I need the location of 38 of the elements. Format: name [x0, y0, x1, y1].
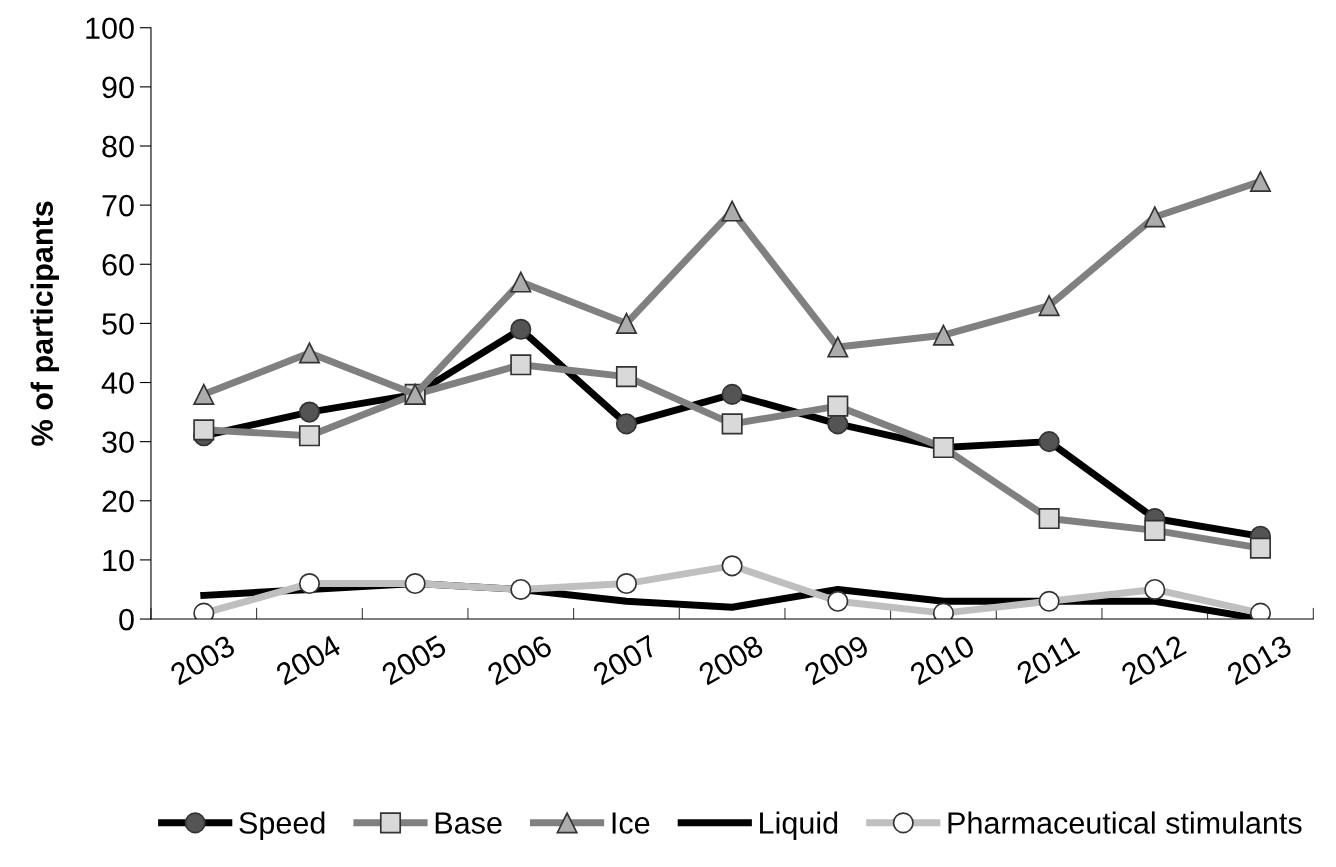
- x-tick-label: 2004: [274, 634, 343, 686]
- legend-label: Base: [435, 812, 502, 834]
- x-tick-label: 2005: [380, 634, 448, 686]
- legend-label: Ice: [612, 812, 650, 834]
- point: [932, 324, 955, 346]
- x-tick-label: 2007: [591, 634, 659, 686]
- y-tick-label: 20: [102, 490, 134, 513]
- x-tick-label: 2009: [802, 634, 871, 686]
- x-tick-label: 2003: [168, 634, 237, 686]
- x-tick-label: 2006: [485, 634, 554, 686]
- legend-label: Liquid: [760, 811, 838, 840]
- point: [615, 312, 638, 334]
- y-tick-label: 30: [102, 431, 134, 454]
- y-tick-label: 70: [102, 194, 134, 217]
- point: [1144, 206, 1166, 228]
- y-tick-label: 60: [102, 254, 134, 276]
- point: [193, 383, 215, 405]
- point: [510, 271, 532, 293]
- point: [1249, 170, 1272, 193]
- y-tick-label: 10: [103, 549, 134, 572]
- y-tick-label: 50: [102, 313, 134, 335]
- y-tick-label: 100: [86, 17, 134, 40]
- point: [827, 336, 849, 358]
- point: [298, 342, 321, 364]
- y-tick-label: 0: [119, 608, 134, 631]
- point: [1038, 295, 1060, 317]
- x-tick-label: 2013: [1225, 634, 1293, 686]
- y-tick-label: 40: [101, 372, 134, 394]
- legend-label: Pharmaceutical stimulants: [948, 811, 1302, 834]
- y-axis-title: % of participants: [30, 201, 60, 446]
- x-tick-label: 2008: [697, 634, 765, 686]
- x-tick-label: 2011: [1015, 634, 1081, 685]
- x-tick-label: 2010: [908, 634, 976, 686]
- y-tick-label: 80: [102, 135, 134, 158]
- y-tick-label: 90: [102, 76, 134, 99]
- point: [721, 200, 743, 222]
- legend-label: Speed: [239, 811, 325, 840]
- x-tick-label: 2012: [1119, 634, 1187, 686]
